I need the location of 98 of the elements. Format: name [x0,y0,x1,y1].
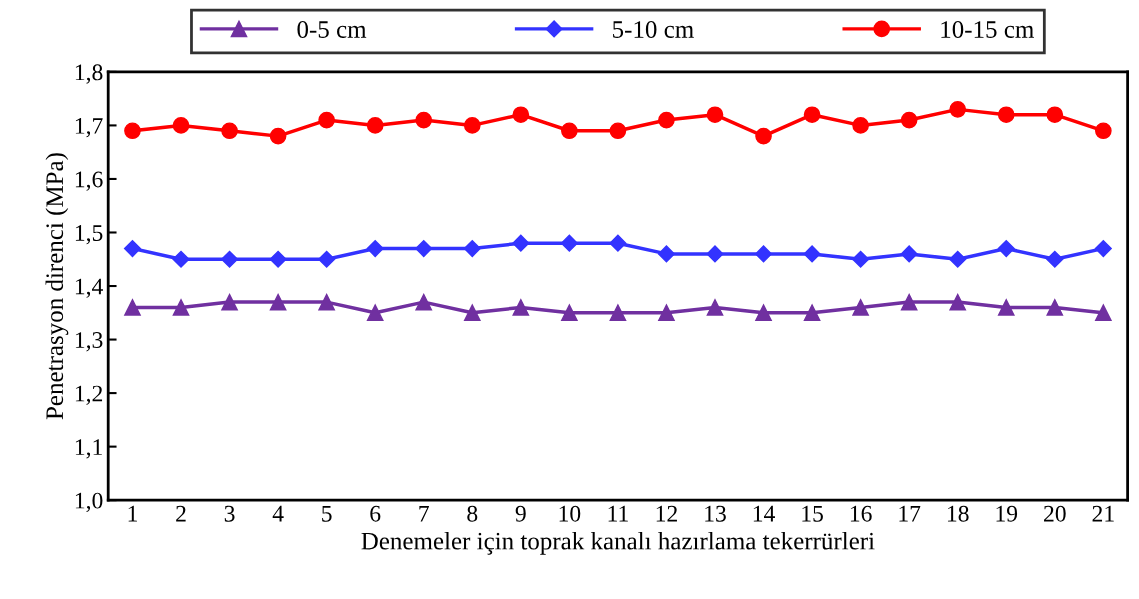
point [318,250,336,268]
point [269,293,287,311]
point [609,304,627,322]
point [512,106,530,124]
point [172,250,190,268]
x-axis-title: Denemeler için toprak kanalı hazırlama tekerrürleri [361,531,875,555]
x-tick-label: 15 [802,505,823,522]
x-tick-label: 13 [705,505,726,522]
point [512,299,530,316]
y-tick-label: 1,6 [75,171,103,191]
x-tick-label: 8 [467,505,478,522]
legend-label: 5-10 cm [613,21,694,38]
x-tick-label: 5 [322,505,332,522]
point [803,245,821,263]
x-tick-label: 14 [753,505,775,522]
point [803,304,821,322]
point [657,245,676,263]
point [415,239,433,258]
point [221,122,238,140]
point [997,239,1015,258]
point [1046,299,1064,316]
point [318,111,335,129]
point [1046,106,1064,124]
point [997,299,1015,316]
x-tick-label: 16 [850,505,872,522]
x-tick-label: 9 [515,505,526,522]
x-tick-label: 20 [1044,505,1066,522]
point [415,111,433,129]
point [803,106,821,124]
point [366,117,384,134]
point [1095,122,1112,140]
point [900,245,918,263]
point [269,127,287,145]
point [658,304,675,322]
x-tick-label: 2 [176,505,186,522]
point [755,304,772,322]
point [366,239,384,258]
y-tick-label: 1,3 [75,332,103,352]
point [415,293,433,311]
y-tick-label: 1,0 [75,492,103,512]
x-tick-label: 4 [272,505,284,522]
point [658,111,675,129]
point [706,106,724,124]
point [852,299,869,316]
y-tick-label: 1,7 [75,118,103,138]
point [318,293,335,311]
point [124,122,141,140]
y-tick-label: 1,2 [75,385,103,405]
x-tick-label: 21 [1092,505,1114,522]
legend-label: 0-5 cm [297,21,367,38]
point [463,239,481,258]
point [900,111,918,129]
point [269,250,287,268]
point [512,234,530,252]
point [221,293,238,311]
point [949,293,967,311]
x-tick-label: 11 [608,505,628,522]
y-tick-label: 1,4 [75,278,103,298]
x-tick-label: 7 [419,505,429,522]
x-tick-label: 12 [656,505,677,522]
y-tick-label: 1,8 [75,64,103,84]
y-tick-label: 1,1 [75,439,102,459]
point [366,304,384,322]
point [900,293,918,311]
point [560,234,578,252]
point [561,304,578,322]
point [852,117,869,134]
point [609,122,627,140]
point [997,106,1015,124]
point [463,117,481,134]
point [1095,304,1112,322]
x-tick-label: 19 [996,505,1018,522]
point [1046,250,1064,268]
point [706,245,724,263]
x-tick-label: 18 [947,505,969,522]
point [221,250,239,268]
x-tick-label: 10 [559,505,581,522]
point [1094,239,1112,258]
point [949,250,967,268]
x-tick-label: 1 [128,505,137,522]
point [463,304,481,322]
legend-label: 10-15 cm [941,21,1034,38]
point [172,299,190,316]
point [706,299,724,316]
point [123,239,142,258]
point [124,299,141,316]
x-tick-label: 3 [224,505,235,522]
y-axis-title: Penetrasyon direnci (MPa) [45,153,69,420]
x-tick-label: 6 [370,505,381,522]
point [561,122,578,140]
point [754,245,773,263]
point [755,127,772,145]
x-tick-label: 17 [899,505,921,522]
point [949,101,967,118]
point [172,117,190,134]
y-tick-label: 1,5 [75,225,103,245]
point [852,250,870,268]
point [609,234,627,252]
